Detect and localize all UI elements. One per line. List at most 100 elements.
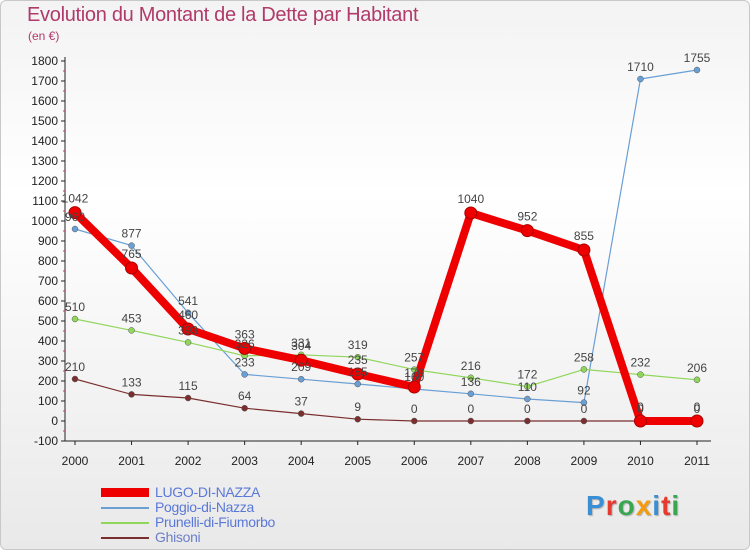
data-label: 393 <box>178 323 198 337</box>
chart-subtitle: (en €) <box>28 29 60 43</box>
logo-letter: P <box>586 490 606 521</box>
y-tick-label: 1500 <box>31 114 58 128</box>
y-tick-label: 1000 <box>31 214 58 228</box>
data-point <box>411 366 418 373</box>
data-label: 331 <box>291 336 311 350</box>
data-point <box>520 224 534 238</box>
data-label: 510 <box>65 300 85 314</box>
legend-swatch <box>101 488 149 497</box>
data-label: 209 <box>291 360 311 374</box>
data-point <box>71 225 79 233</box>
x-tick-label: 2011 <box>684 454 710 468</box>
data-label: 216 <box>461 359 481 373</box>
data-point <box>128 242 135 249</box>
data-point <box>71 315 79 323</box>
data-point <box>467 417 475 425</box>
y-tick-label: 1200 <box>31 174 58 188</box>
y-tick-label: 1600 <box>31 94 58 108</box>
series-line-poggio-di-nazza <box>74 69 698 404</box>
data-label: 765 <box>122 247 142 261</box>
y-tick-label: 500 <box>38 314 58 328</box>
data-label: 0 <box>637 400 644 414</box>
y-tick-label: 1800 <box>31 54 58 68</box>
data-point <box>524 383 531 390</box>
y-tick-label: -100 <box>34 434 58 448</box>
x-tick-label: 2010 <box>627 454 654 468</box>
data-point <box>464 206 478 220</box>
data-label: 952 <box>517 210 537 224</box>
chart-title: Evolution du Montant de la Dette par Hab… <box>27 4 419 26</box>
legend-label: Poggio-di-Nazza <box>155 499 254 515</box>
data-point <box>241 371 248 378</box>
data-point <box>354 415 361 423</box>
data-label: 0 <box>467 402 474 416</box>
data-label: 235 <box>348 353 368 367</box>
data-label: 460 <box>178 308 198 322</box>
series-line-lugo-di-nazza <box>71 208 701 425</box>
data-labels: 960 877 541 233 209 185 160 136 110 92 1710 1755 510… <box>62 51 711 416</box>
data-point <box>297 375 305 383</box>
y-tick-label: 1400 <box>31 134 58 148</box>
data-label: 0 <box>637 402 644 416</box>
data-label: 115 <box>179 379 198 393</box>
x-tick-label: 2005 <box>344 454 371 468</box>
data-label: 37 <box>295 395 309 409</box>
data-point <box>407 380 421 394</box>
data-point <box>181 322 195 336</box>
x-tick-label: 2006 <box>401 454 428 468</box>
y-tick-label: 600 <box>38 294 58 308</box>
data-label: 64 <box>238 389 252 403</box>
data-label: 172 <box>517 368 537 382</box>
legend-label: Ghisoni <box>155 529 201 545</box>
legend-label: Prunelli-di-Fiumorbo <box>155 514 276 530</box>
x-tick-label: 2002 <box>175 454 202 468</box>
data-label: 1040 <box>457 192 484 206</box>
legend-swatch <box>101 506 149 509</box>
data-label: 185 <box>348 365 368 379</box>
y-tick-label: 700 <box>38 274 58 288</box>
data-point <box>68 206 82 220</box>
y-tick-label: 900 <box>38 234 58 248</box>
data-label: 160 <box>404 370 424 384</box>
data-point <box>577 243 591 257</box>
series-points <box>68 66 704 428</box>
y-tick-label: 300 <box>38 354 58 368</box>
data-label: 232 <box>630 356 650 370</box>
data-label: 0 <box>581 402 588 416</box>
data-point <box>467 374 475 382</box>
x-tick-label: 2009 <box>571 454 598 468</box>
data-label: 363 <box>235 327 255 341</box>
logo-letter: r <box>605 490 618 521</box>
data-point <box>294 353 308 367</box>
data-label: 855 <box>574 229 594 243</box>
y-tick-label: 1300 <box>31 154 58 168</box>
data-point <box>580 399 588 406</box>
data-label: 92 <box>577 384 591 398</box>
data-point <box>351 367 365 381</box>
y-tick-label: 400 <box>38 334 58 348</box>
data-point <box>184 309 192 317</box>
data-label: 304 <box>291 339 311 353</box>
data-point <box>693 66 701 74</box>
data-point <box>524 417 531 425</box>
data-point <box>693 376 701 384</box>
legend-label: LUGO-DI-NAZZA <box>155 484 260 500</box>
data-point <box>580 417 588 425</box>
data-point <box>71 375 79 383</box>
data-point <box>297 410 305 417</box>
data-point <box>633 414 647 428</box>
data-point <box>637 75 644 83</box>
y-tick-label: 100 <box>38 394 58 408</box>
data-point <box>125 261 139 275</box>
legend-swatch <box>101 536 149 539</box>
logo-letter: t <box>661 490 672 521</box>
data-label: 453 <box>122 311 142 325</box>
series-line-ghisoni <box>74 378 698 422</box>
data-label: 1755 <box>684 51 711 65</box>
series-line-prunelli-di-fiumorbo <box>74 318 698 388</box>
logo-letter: o <box>617 490 636 521</box>
data-label: 319 <box>348 338 368 352</box>
y-tick-label: 800 <box>38 254 58 268</box>
